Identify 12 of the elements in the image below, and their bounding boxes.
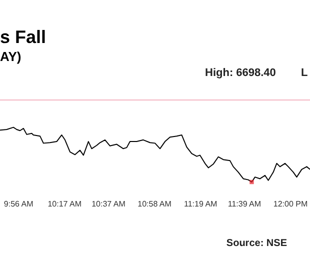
x-tick-label: 11:19 AM [184, 200, 218, 208]
chart-subtitle: AY) [0, 49, 22, 64]
chart-title: s Fall [0, 27, 46, 47]
source-note: Source: NSE [226, 238, 288, 249]
text: L [301, 67, 308, 79]
x-tick-label: 11:39 AM [228, 200, 262, 208]
x-tick-label: 12:00 PM [273, 200, 308, 208]
x-tick-label: 10:17 AM [48, 200, 82, 208]
x-tick-label: 10:58 AM [138, 200, 172, 208]
x-tick-label: 10:37 AM [92, 200, 126, 208]
x-tick-label: 9:56 AM [4, 200, 34, 208]
text: High: 6698.40 [205, 67, 276, 79]
